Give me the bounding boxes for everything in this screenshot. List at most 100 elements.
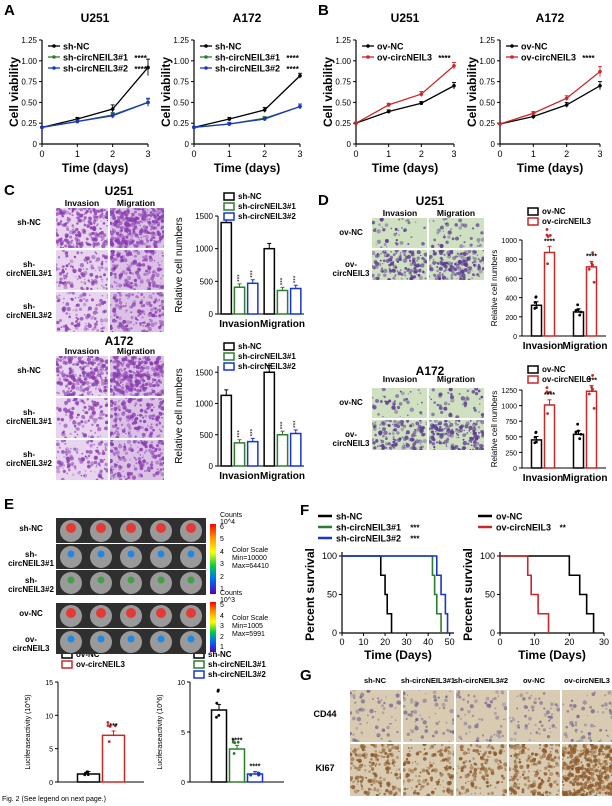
legend-marker	[204, 66, 208, 70]
color-scale-bar	[210, 602, 216, 652]
y-axis-label: Relative cell numbers	[490, 250, 499, 326]
bar	[543, 251, 556, 337]
panel-label-c: C	[4, 182, 15, 199]
panel-d-row-label: ov-circNEIL3	[332, 430, 370, 448]
y-tick-label: 0.50	[21, 98, 37, 107]
significance-label: ***	[280, 421, 287, 429]
data-point	[591, 251, 595, 255]
series-line	[41, 101, 149, 129]
data-point	[534, 440, 538, 444]
y-tick-label: 500	[505, 435, 517, 442]
data-point	[452, 83, 456, 88]
y-tick-label: 1.25	[479, 36, 495, 45]
x-tick-label: 20	[564, 637, 574, 647]
data-point	[579, 310, 583, 314]
y-tick-label: 1000	[501, 404, 517, 411]
x-tick-label: 3	[297, 149, 302, 159]
chart-title: U251	[391, 11, 420, 25]
x-tick-label: 1	[75, 149, 80, 159]
category-label: Migration	[563, 473, 608, 484]
legend-label: ov-NC	[542, 207, 566, 216]
y-tick-label: 750	[505, 419, 517, 426]
legend-significance: ****	[134, 54, 147, 63]
x-tick-label: 0	[497, 149, 502, 159]
significance-label: ***	[250, 270, 257, 278]
x-axis-label: Time (days)	[517, 161, 583, 175]
panel-e-row-label: sh-NC	[19, 524, 43, 533]
data-point	[233, 741, 237, 745]
panel-c-a172-title: A172	[104, 334, 134, 348]
data-point	[592, 406, 596, 410]
data-point	[227, 122, 232, 126]
legend-swatch	[61, 660, 73, 669]
data-point	[598, 69, 602, 74]
y-axis-label: Relative cell numbers	[490, 391, 499, 467]
legend-label: sh-NC	[336, 512, 363, 522]
y-tick-label: 0	[33, 140, 38, 149]
bar	[246, 440, 259, 467]
survival-chart-ov: 0 50 100 0 10 20 30 Time (Days) Percent survival…	[461, 512, 609, 663]
chart-title: U251	[81, 11, 110, 25]
legend-label: sh-circNEIL3#1	[238, 352, 296, 361]
data-point	[576, 303, 580, 307]
y-tick-label: 0.50	[479, 98, 495, 107]
legend-label: ov-circNEIL3	[76, 660, 125, 669]
y-tick-label: 0	[332, 628, 337, 638]
data-point	[40, 125, 44, 130]
invasion-micrograph	[56, 398, 108, 438]
panel-c-row-label: sh-circNEIL3#2	[6, 302, 52, 320]
data-point	[452, 63, 456, 68]
data-point	[498, 122, 502, 126]
y-tick-label: 5	[181, 730, 185, 737]
invasion-micrograph	[372, 218, 427, 248]
series-line	[355, 85, 455, 124]
color-scale-tick: 5	[220, 602, 224, 609]
panel-e-row-label: sh-circNEIL3#1	[8, 550, 54, 568]
panel-d-a172-invasion-label: Invasion	[382, 374, 418, 384]
x-tick-label: 1	[531, 149, 536, 159]
y-tick-label: 800	[505, 257, 517, 264]
bioluminescence-image	[56, 629, 206, 654]
data-point	[533, 435, 537, 439]
data-point	[546, 262, 549, 266]
y-tick-label: 500	[200, 431, 214, 440]
x-tick-label: 10	[530, 637, 540, 647]
migration-micrograph	[110, 250, 164, 290]
data-point	[83, 771, 87, 775]
y-tick-label: 1.00	[335, 57, 351, 66]
legend-label: sh-circNEIL3#2	[238, 212, 296, 221]
panel-c-row-label: sh-circNEIL3#2	[6, 450, 52, 468]
y-tick-label: 0.25	[21, 119, 37, 128]
migration-micrograph	[429, 218, 484, 248]
data-point	[587, 392, 591, 396]
migration-micrograph	[110, 208, 164, 248]
panel-e-row-label: sh-circNEIL3#2	[8, 576, 54, 594]
bar-chart-c-u251: 0 500 1000 1500 Relative cell numbers Invasio…	[174, 192, 305, 330]
bar	[276, 434, 289, 467]
legend-label: sh-circNEIL3#2	[238, 362, 296, 371]
color-scale-unit: 10^4	[220, 519, 235, 526]
legend-label: ov-circNEIL3	[377, 53, 432, 63]
bar	[543, 404, 556, 469]
data-point	[249, 773, 253, 777]
ihc-column-label: ov-circNEIL3	[564, 676, 610, 685]
bar	[585, 390, 598, 469]
data-point	[262, 117, 267, 121]
panel-d-row-label: ov-NC	[339, 398, 363, 407]
ihc-micrograph	[509, 690, 560, 742]
x-tick-label: 1	[386, 149, 391, 159]
data-point	[106, 724, 110, 727]
color-scale-tick: 3	[220, 623, 224, 630]
panel-label-g: G	[300, 667, 312, 684]
x-tick-label: 3	[451, 149, 456, 159]
legend-significance: **	[560, 524, 567, 533]
data-point	[578, 313, 582, 317]
data-point	[236, 740, 240, 744]
data-point	[546, 412, 549, 415]
data-point	[256, 771, 260, 775]
data-point	[215, 715, 218, 719]
viability-chart-u251-ov: U251 0 0.25 0.50 0.75 1.00 1.25 0 1 2 3 Time (days)…	[321, 11, 457, 175]
y-tick-label: 1.00	[173, 57, 189, 66]
y-tick-label: 1.25	[335, 36, 351, 45]
panel-d-row-label: ov-NC	[339, 228, 363, 237]
